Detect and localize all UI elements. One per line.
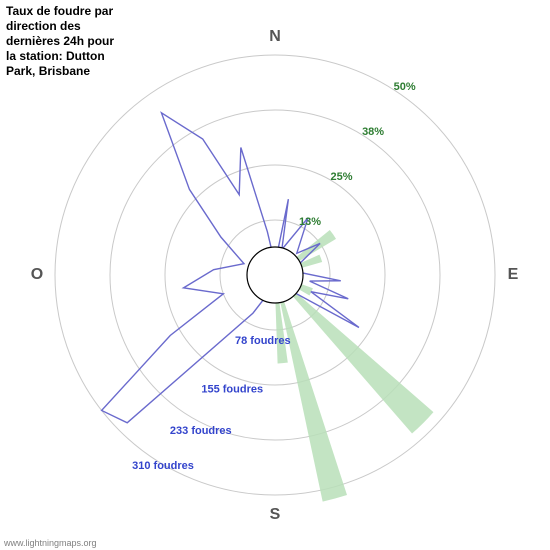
cardinal-s: S (270, 506, 281, 523)
strike-label: 233 foudres (170, 425, 232, 437)
cardinal-w: O (31, 266, 43, 283)
pct-label: 50% (394, 81, 416, 93)
strike-label: 155 foudres (201, 383, 263, 395)
cardinal-e: E (508, 266, 519, 283)
center-hole (247, 247, 303, 303)
pct-label: 13% (299, 216, 321, 228)
source-link: www.lightningmaps.org (4, 538, 97, 548)
chart-title: Taux de foudre par direction des dernièr… (6, 4, 126, 79)
blue-series (102, 113, 359, 423)
rose-chart: 13% 25% 38% 50% 78 foudres 155 foudres 233 fou… (0, 0, 550, 550)
pct-label: 38% (362, 126, 384, 138)
strike-label: 78 foudres (235, 335, 291, 347)
strike-label: 310 foudres (132, 460, 194, 472)
cardinal-n: N (269, 28, 281, 45)
pct-label: 25% (331, 171, 353, 183)
chart-container: Taux de foudre par direction des dernièr… (0, 0, 550, 550)
